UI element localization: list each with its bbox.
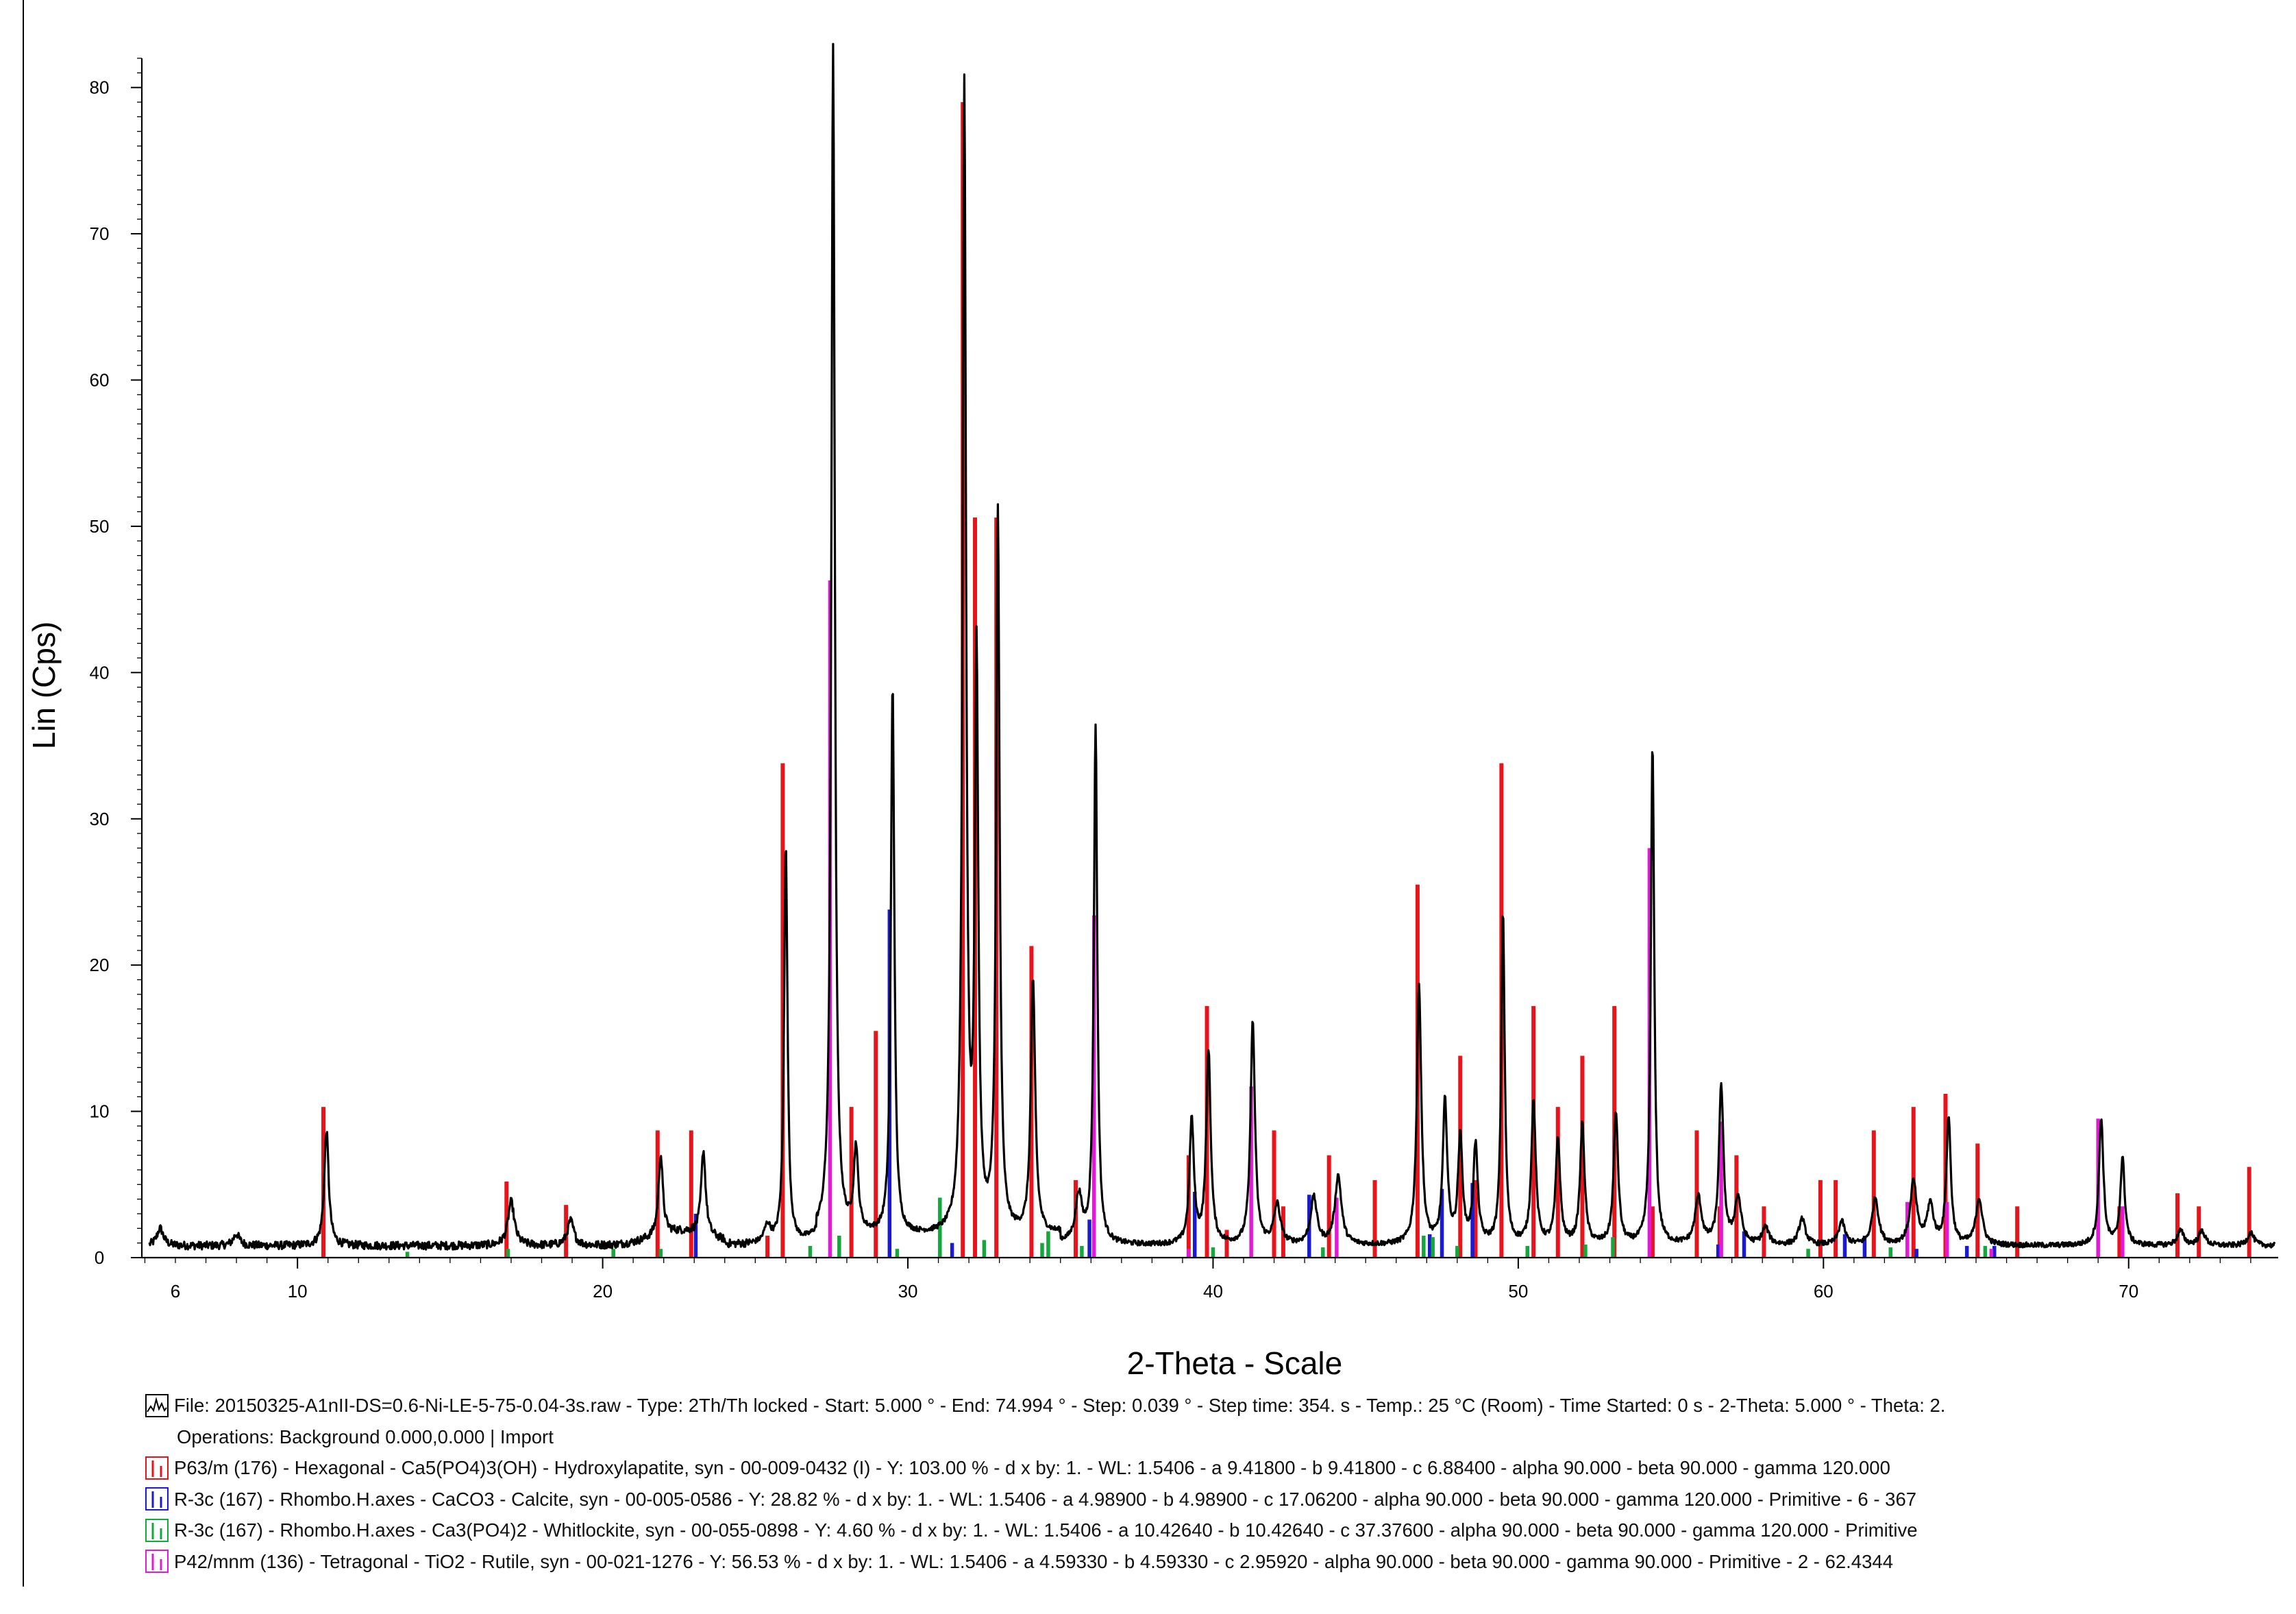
legend-entry-text: P42/mnm (136) - Tetragonal - TiO2 - Ruti… [174, 1550, 1893, 1572]
legend-entry-text: R-3c (167) - Rhombo.H.axes - CaCO3 - Cal… [174, 1488, 1917, 1510]
y-tick-label: 0 [95, 1247, 104, 1268]
y-tick-label: 10 [90, 1101, 110, 1122]
reference-sticks [321, 102, 2251, 1258]
legend-file-text: File: 20150325-A1nII-DS=0.6-Ni-LE-5-75-0… [174, 1395, 1946, 1416]
legend-entry-row: P42/mnm (136) - Tetragonal - TiO2 - Ruti… [145, 1546, 2283, 1578]
x-tick-label: 6 [171, 1281, 180, 1301]
x-tick-label: 40 [1203, 1281, 1223, 1301]
y-tick-label: 50 [90, 516, 110, 537]
x-tick-label: 30 [898, 1281, 918, 1301]
scan-pattern-icon [145, 1393, 169, 1417]
legend-file-row: File: 20150325-A1nII-DS=0.6-Ni-LE-5-75-0… [145, 1390, 2283, 1421]
x-tick-label: 10 [288, 1281, 308, 1301]
legend-operations-row: Operations: Background 0.000,0.000 | Imp… [145, 1421, 2283, 1453]
stick-pattern-icon [145, 1487, 169, 1511]
legend-operations-text: Operations: Background 0.000,0.000 | Imp… [177, 1426, 554, 1447]
legend-entry-text: R-3c (167) - Rhombo.H.axes - Ca3(PO4)2 -… [174, 1519, 1918, 1541]
legend-entry-row: R-3c (167) - Rhombo.H.axes - CaCO3 - Cal… [145, 1484, 2283, 1515]
legend-entry-text: P63/m (176) - Hexagonal - Ca5(PO4)3(OH) … [174, 1457, 1890, 1478]
legend-entry-row: R-3c (167) - Rhombo.H.axes - Ca3(PO4)2 -… [145, 1515, 2283, 1546]
legend-entries: P63/m (176) - Hexagonal - Ca5(PO4)3(OH) … [145, 1452, 2283, 1577]
x-tick-label: 50 [1508, 1281, 1528, 1301]
legend: File: 20150325-A1nII-DS=0.6-Ni-LE-5-75-0… [145, 1390, 2283, 1577]
legend-entry-row: P63/m (176) - Hexagonal - Ca5(PO4)3(OH) … [145, 1452, 2283, 1484]
stick-pattern-icon [145, 1518, 169, 1542]
y-tick-label: 70 [90, 223, 110, 244]
axes: 0 10 20 30 40 50 60 70 80 6 10 20 30 40 50 60 70 [90, 58, 2278, 1301]
y-axis-title: Lin (Cps) [26, 622, 62, 750]
y-tick-label: 20 [90, 955, 110, 975]
y-tick-label: 40 [90, 662, 110, 683]
y-tick-label: 60 [90, 370, 110, 391]
x-tick-label: 20 [593, 1281, 613, 1301]
x-tick-label: 70 [2119, 1281, 2138, 1301]
x-axis-title: 2-Theta - Scale [1127, 1345, 1342, 1381]
x-tick-label: 60 [1814, 1281, 1834, 1301]
y-tick-label: 80 [90, 77, 110, 98]
y-tick-label: 30 [90, 809, 110, 829]
measured-pattern-line [148, 42, 2276, 1251]
stick-pattern-icon [145, 1456, 169, 1480]
stick-pattern-icon [145, 1550, 169, 1574]
